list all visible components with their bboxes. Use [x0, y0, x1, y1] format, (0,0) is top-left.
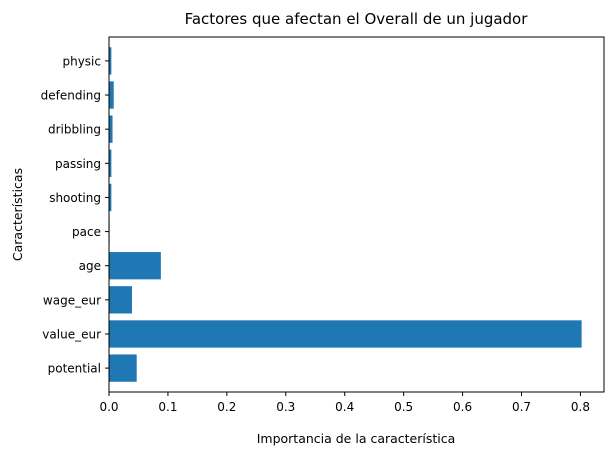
y-tick-label: potential: [48, 362, 101, 376]
y-tick-label: value_eur: [42, 327, 101, 341]
x-tick-label: 0.7: [512, 400, 531, 414]
x-tick-label: 0.5: [394, 400, 413, 414]
bar-potential: [109, 354, 137, 382]
bar-shooting: [109, 183, 112, 212]
x-tick-label: 0.0: [99, 400, 118, 414]
bar-physic: [109, 47, 112, 75]
y-tick-label: wage_eur: [43, 293, 101, 307]
y-axis: potential value_eur wage_eur age pace shootin…: [41, 54, 109, 376]
bar-passing: [109, 149, 112, 177]
bar-wage_eur: [109, 286, 132, 314]
x-tick-label: 0.1: [158, 400, 177, 414]
x-tick-label: 0.2: [217, 400, 236, 414]
y-tick-label: shooting: [49, 191, 101, 205]
y-tick-label: physic: [62, 54, 101, 68]
bar-defending: [109, 81, 114, 109]
y-tick-label: passing: [55, 157, 101, 171]
bar-value_eur: [109, 320, 582, 348]
y-tick-label: age: [79, 259, 101, 273]
plot-frame: [108, 36, 605, 393]
bar-dribbling: [109, 115, 113, 143]
chart-title: Factores que afectan el Overall de un ju…: [185, 10, 529, 28]
x-tick-label: 0.4: [335, 400, 354, 414]
x-axis: 0.0 0.1 0.2 0.3 0.4 0.5 0.6 0.7 0.8: [99, 392, 590, 414]
y-axis-label: Características: [10, 168, 25, 261]
bar-age: [109, 252, 161, 280]
x-tick-label: 0.8: [571, 400, 590, 414]
y-tick-label: dribbling: [48, 123, 101, 137]
bars-group: [109, 47, 582, 382]
y-tick-label: pace: [72, 225, 101, 239]
x-tick-label: 0.6: [453, 400, 472, 414]
x-tick-label: 0.3: [276, 400, 295, 414]
x-axis-label: Importancia de la característica: [257, 431, 456, 446]
y-tick-label: defending: [41, 89, 101, 103]
